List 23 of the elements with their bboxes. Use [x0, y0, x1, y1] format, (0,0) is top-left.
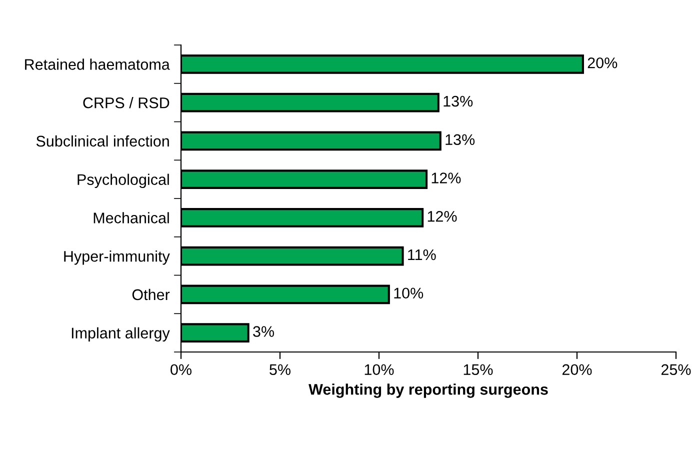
data-label: 20%	[588, 57, 618, 68]
y-tick-label: Implant allergy	[72, 327, 170, 342]
x-tick-label: 15%	[464, 364, 493, 376]
y-tick-label: Hyper-immunity	[64, 250, 170, 265]
x-tick-label: 5%	[270, 364, 290, 376]
x-tick-label: 0%	[170, 364, 192, 376]
data-label: 12%	[432, 172, 461, 184]
y-tick-label: Other	[132, 288, 170, 300]
y-tick-label: CRPS / RSD	[83, 97, 170, 108]
x-axis-title: Weighting by reporting surgeons	[308, 384, 548, 398]
x-tick-label: 10%	[364, 364, 394, 376]
x-tick-label: 20%	[562, 364, 592, 376]
data-label: 13%	[446, 134, 475, 146]
data-label: 10%	[394, 288, 424, 299]
data-label: 11%	[408, 249, 436, 260]
data-label: 13%	[444, 96, 473, 107]
y-tick-label: Retained haematoma	[25, 58, 170, 70]
y-tick-label: Subclinical infection	[36, 135, 169, 147]
y-tick-label: Mechanical	[94, 212, 169, 224]
data-label: 12%	[428, 210, 457, 222]
x-tick-label: 25%	[661, 364, 691, 376]
y-tick-label: Psychological	[78, 174, 169, 188]
data-label: 3%	[253, 326, 274, 337]
